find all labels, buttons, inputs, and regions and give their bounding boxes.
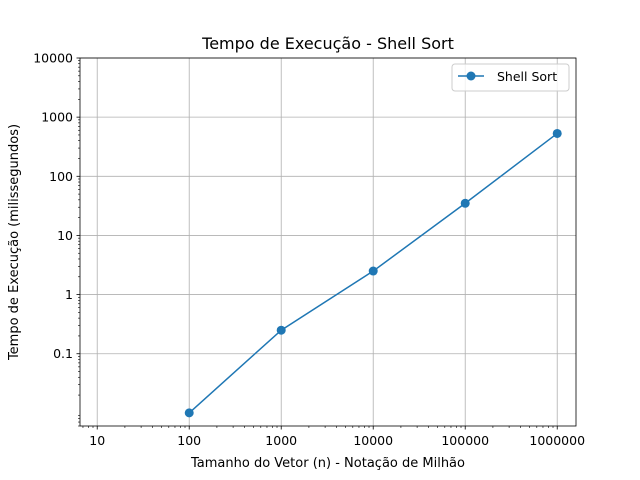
series-layer (184, 128, 562, 418)
y-tick-label: 100 (49, 169, 73, 184)
y-tick-label: 10 (57, 228, 73, 243)
y-axis-label: Tempo de Execução (milissegundos) (7, 124, 22, 361)
y-tick-label: 1 (65, 287, 73, 302)
data-point-shell-sort (276, 325, 286, 335)
y-tick-label: 0.1 (53, 346, 73, 361)
legend: Shell Sort (451, 63, 570, 92)
x-tick-label: 100 (177, 433, 201, 448)
x-tick-label: 10000 (353, 433, 393, 448)
data-point-shell-sort (184, 408, 194, 418)
x-axis-label: Tamanho do Vetor (n) - Notação de Milhão (190, 456, 465, 471)
data-point-shell-sort (552, 128, 562, 138)
x-tick-label: 1000 (265, 433, 297, 448)
legend-marker-swatch (466, 71, 476, 81)
x-tick-label: 1000000 (529, 433, 585, 448)
data-point-shell-sort (460, 198, 470, 208)
axes-frame (79, 57, 577, 427)
data-point-shell-sort (368, 266, 378, 276)
grid-lines (80, 57, 576, 426)
y-tick-label: 1000 (41, 110, 73, 125)
legend-label-shell-sort: Shell Sort (497, 69, 557, 84)
legend-box (451, 63, 570, 92)
chart-title: Tempo de Execução - Shell Sort (201, 34, 454, 53)
y-tick-label: 10000 (33, 51, 73, 66)
x-tick-label: 10 (89, 433, 105, 448)
x-tick-label: 100000 (441, 433, 489, 448)
ticks: 10 100 1000 10000 100000 1000000 0.1 1 10 100 1000… (33, 51, 585, 449)
